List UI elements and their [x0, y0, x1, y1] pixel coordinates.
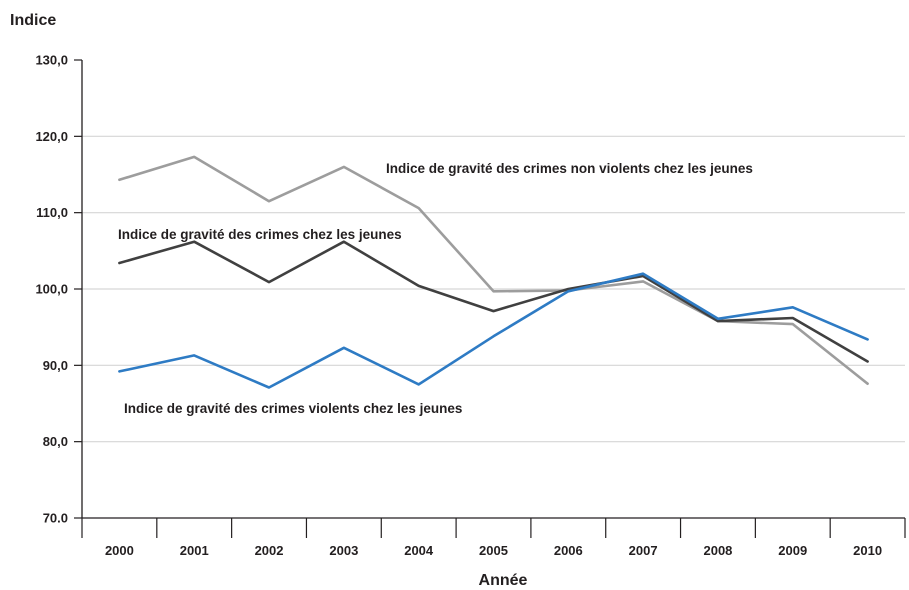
x-axis-title: Année [479, 572, 528, 589]
x-tick-label: 2005 [479, 543, 508, 558]
series-label-total: Indice de gravité des crimes chez les je… [118, 227, 402, 242]
x-tick-label: 2010 [853, 543, 882, 558]
x-tick-label: 2007 [629, 543, 658, 558]
y-tick-label: 110,0 [36, 205, 68, 220]
y-tick-label: 100,0 [35, 282, 68, 297]
x-tick-label: 2006 [554, 543, 583, 558]
series-line-0 [118, 155, 869, 386]
y-tick-label: 80,0 [43, 434, 68, 449]
y-tick-label: 120,0 [35, 129, 68, 144]
gridlines [82, 135, 905, 443]
y-tick-label: 130,0 [35, 53, 68, 68]
x-tick-label: 2008 [703, 543, 732, 558]
x-tick-label: 2002 [255, 543, 284, 558]
x-tick-label: 2003 [329, 543, 358, 558]
axes [74, 59, 906, 538]
x-tick-label: 2004 [404, 543, 434, 558]
x-tick-label: 2009 [778, 543, 807, 558]
y-tick-label: 70.0 [43, 511, 68, 526]
series-label-non-violent: Indice de gravité des crimes non violent… [386, 161, 753, 176]
y-tick-label: 90,0 [43, 358, 68, 373]
y-axis-title: Indice [10, 12, 56, 29]
x-tick-labels: 2000 2001 2002 2003 2004 2005 2006 2007 2008 2009… [105, 543, 882, 558]
series-line-1 [118, 240, 869, 363]
x-tick-label: 2000 [105, 543, 134, 558]
series-line-2 [118, 272, 869, 389]
y-tick-labels: 70.0 80,0 90,0 100,0 110,0 120,0 130,0 [35, 53, 68, 526]
series-label-violent: Indice de gravité des crimes violents ch… [124, 401, 462, 416]
series-lines [118, 155, 869, 389]
x-tick-label: 2001 [180, 543, 209, 558]
